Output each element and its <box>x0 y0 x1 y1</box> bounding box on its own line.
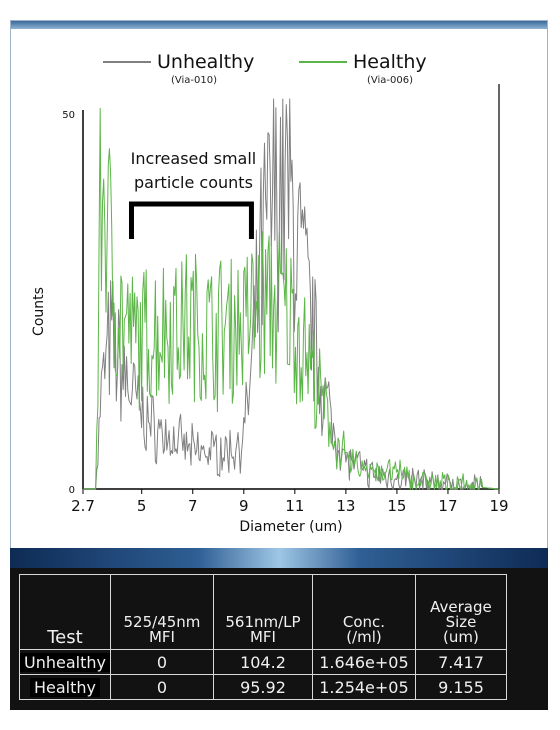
x-tick-label: 13 <box>336 497 355 515</box>
x-tick-label: 9 <box>239 497 249 515</box>
series-line-unhealthy <box>83 98 499 490</box>
row-label: Healthy <box>29 677 100 697</box>
legend-sublabel-healthy: (Via-006) <box>367 75 413 86</box>
column-header-line: MFI <box>148 628 175 646</box>
histogram-chart: 2.7 5 7 9 11 13 15 17 19 0 50 Diameter (um) Counts Un… <box>31 51 509 535</box>
column-header-mfi561: 561nm/LP MFI <box>212 574 313 650</box>
cell-mfi561: 95.92 <box>212 674 313 700</box>
y-tick-label: 50 <box>62 110 75 121</box>
results-panel: Test 525/45nm MFI 561nm/LP MFI Conc. (/ml) Aver… <box>10 568 548 710</box>
chart-panel: 2.7 5 7 9 11 13 15 17 19 0 50 Diameter (um) Counts Un… <box>10 20 548 570</box>
column-header-avgsize: Average Size (um) <box>414 574 507 650</box>
table-row: Unhealthy 0 104.2 1.646e+05 7.417 <box>19 649 507 675</box>
legend-label-unhealthy: Unhealthy <box>157 51 254 73</box>
cell-mfi561: 104.2 <box>212 649 313 675</box>
x-tick-label: 11 <box>285 497 304 515</box>
cell-avgsize: 9.155 <box>414 674 507 700</box>
column-header-conc: Conc. (/ml) <box>311 574 416 650</box>
x-tick-label: 17 <box>438 497 457 515</box>
legend-label-healthy: Healthy <box>353 51 427 73</box>
y-tick-label: 0 <box>69 485 75 496</box>
x-tick-label: 5 <box>137 497 147 515</box>
annotation-bracket <box>128 201 254 239</box>
column-header-line: Test <box>47 627 83 648</box>
column-header-mfi525: 525/45nm MFI <box>109 574 214 650</box>
cell-mfi525: 0 <box>109 674 214 700</box>
column-header-line: 561nm/LP <box>225 613 301 631</box>
annotation-text: Increased small <box>131 149 257 168</box>
series-line-healthy <box>83 107 499 490</box>
column-header-line: (um) <box>443 628 479 646</box>
x-tick-label: 2.7 <box>71 497 95 515</box>
column-header-line: Conc. <box>342 613 386 631</box>
legend-sublabel-unhealthy: (Via-010) <box>171 75 217 86</box>
x-tick-label: 7 <box>188 497 198 515</box>
cell-test: Unhealthy <box>19 649 111 675</box>
column-header-line: Average <box>430 598 492 616</box>
x-axis-label: Diameter (um) <box>239 519 342 535</box>
x-tick-label: 19 <box>489 497 508 515</box>
column-header-line: Size <box>445 613 477 631</box>
cell-conc: 1.254e+05 <box>311 674 416 700</box>
x-tick-label: 15 <box>387 497 406 515</box>
column-header-line: 525/45nm <box>123 613 201 631</box>
table-row: Healthy 0 95.92 1.254e+05 9.155 <box>19 674 507 700</box>
results-table: Test 525/45nm MFI 561nm/LP MFI Conc. (/ml) Aver… <box>19 574 507 700</box>
row-label: Unhealthy <box>20 652 110 672</box>
cell-conc: 1.646e+05 <box>311 649 416 675</box>
cell-avgsize: 7.417 <box>414 649 507 675</box>
y-axis-label: Counts <box>31 287 47 336</box>
table-body: Unhealthy 0 104.2 1.646e+05 7.417 Healthy 0 95.… <box>19 649 507 700</box>
cell-mfi525: 0 <box>109 649 214 675</box>
cell-test: Healthy <box>19 674 111 700</box>
annotation-text: particle counts <box>134 173 253 192</box>
panel-title-bar <box>11 21 547 29</box>
table-header-row: Test 525/45nm MFI 561nm/LP MFI Conc. (/ml) Aver… <box>19 574 507 650</box>
column-header-test: Test <box>19 574 111 650</box>
column-header-line: MFI <box>249 628 276 646</box>
column-header-line: (/ml) <box>346 628 382 646</box>
